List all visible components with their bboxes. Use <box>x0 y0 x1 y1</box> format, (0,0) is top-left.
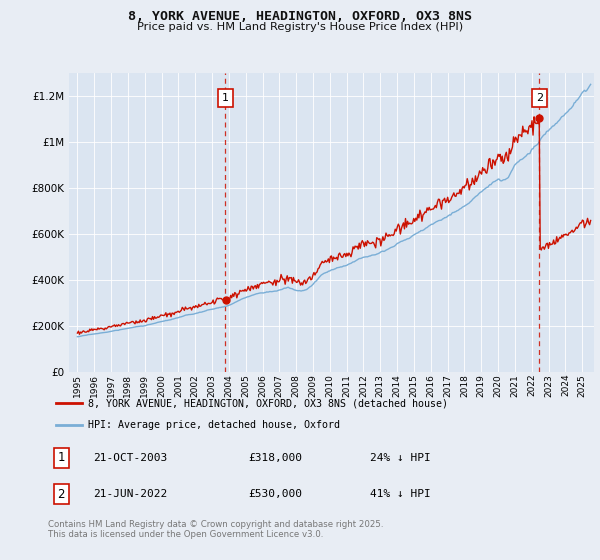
Text: Price paid vs. HM Land Registry's House Price Index (HPI): Price paid vs. HM Land Registry's House … <box>137 22 463 32</box>
Text: 8, YORK AVENUE, HEADINGTON, OXFORD, OX3 8NS: 8, YORK AVENUE, HEADINGTON, OXFORD, OX3 … <box>128 10 472 23</box>
Text: 21-OCT-2003: 21-OCT-2003 <box>93 453 167 463</box>
Text: 41% ↓ HPI: 41% ↓ HPI <box>370 489 431 499</box>
Text: HPI: Average price, detached house, Oxford: HPI: Average price, detached house, Oxfo… <box>88 421 340 431</box>
Text: 2: 2 <box>58 488 65 501</box>
Text: 21-JUN-2022: 21-JUN-2022 <box>93 489 167 499</box>
Text: £530,000: £530,000 <box>248 489 302 499</box>
Text: Contains HM Land Registry data © Crown copyright and database right 2025.
This d: Contains HM Land Registry data © Crown c… <box>48 520 383 539</box>
Text: 1: 1 <box>58 451 65 464</box>
Text: 1: 1 <box>222 93 229 103</box>
Text: 8, YORK AVENUE, HEADINGTON, OXFORD, OX3 8NS (detached house): 8, YORK AVENUE, HEADINGTON, OXFORD, OX3 … <box>88 398 448 408</box>
Text: 24% ↓ HPI: 24% ↓ HPI <box>370 453 431 463</box>
Text: 2: 2 <box>536 93 543 103</box>
Text: £318,000: £318,000 <box>248 453 302 463</box>
